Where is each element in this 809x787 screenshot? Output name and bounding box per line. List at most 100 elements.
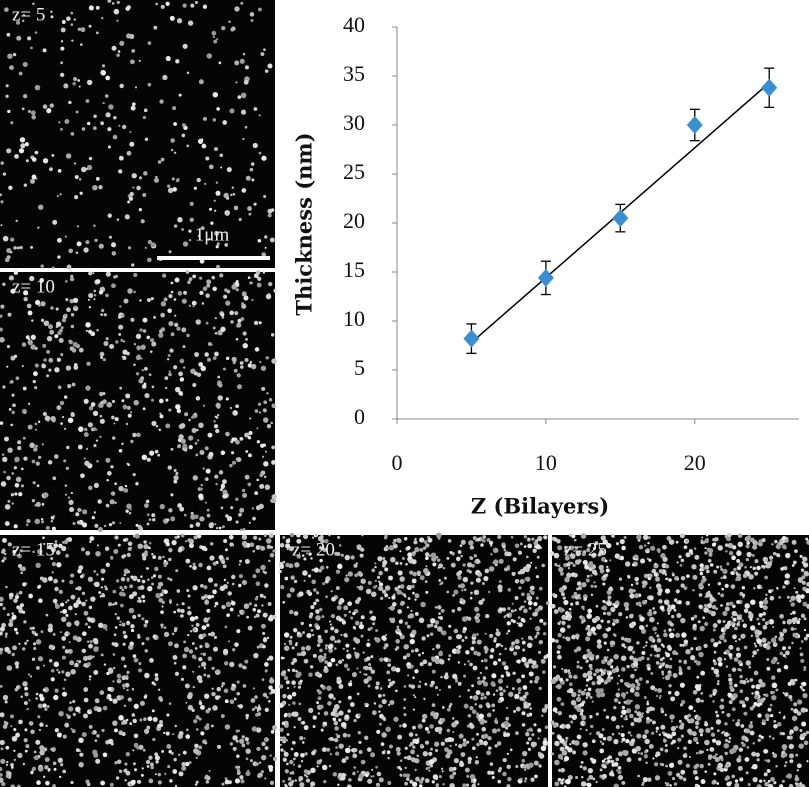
particle: [159, 99, 163, 103]
particle: [467, 562, 472, 567]
particle: [131, 263, 134, 266]
particle: [222, 120, 227, 125]
particle: [122, 720, 127, 725]
particle: [651, 732, 654, 735]
particle: [66, 622, 71, 627]
particle: [543, 655, 547, 659]
particle: [330, 753, 332, 755]
particle: [239, 564, 241, 566]
particle: [639, 605, 641, 607]
particle: [126, 510, 129, 513]
particle: [366, 643, 370, 647]
particle: [134, 734, 139, 739]
particle: [766, 667, 770, 671]
particle: [476, 633, 479, 636]
particle: [106, 672, 109, 675]
particle: [221, 783, 224, 786]
particle: [387, 663, 391, 667]
particle: [76, 660, 78, 662]
particle: [426, 544, 429, 547]
particle: [373, 586, 376, 589]
particle: [796, 620, 800, 624]
particle: [24, 183, 27, 186]
particle: [158, 575, 162, 579]
particle: [661, 664, 664, 667]
particle: [87, 122, 90, 125]
particle: [496, 628, 499, 631]
particle: [745, 697, 749, 701]
particle: [173, 655, 178, 660]
particle: [128, 697, 132, 701]
particle: [323, 656, 326, 659]
particle: [701, 779, 706, 784]
particle: [32, 767, 36, 771]
particle: [327, 662, 332, 667]
particle: [73, 602, 78, 607]
particle: [779, 712, 781, 714]
particle: [422, 714, 427, 719]
particle: [645, 645, 647, 647]
particle: [192, 565, 197, 570]
particle: [171, 540, 176, 545]
particle: [556, 565, 558, 567]
particle: [60, 73, 64, 77]
particle: [641, 651, 645, 655]
particle: [134, 658, 139, 663]
particle: [790, 679, 795, 684]
particle: [625, 561, 630, 566]
particle: [28, 311, 33, 316]
particle: [401, 601, 405, 605]
particle: [629, 614, 634, 619]
particle: [183, 640, 186, 643]
particle: [555, 711, 557, 713]
particle: [80, 43, 83, 46]
particle: [662, 731, 665, 734]
particle: [606, 716, 609, 719]
particle: [122, 488, 125, 491]
particle: [183, 241, 188, 246]
particle: [497, 584, 502, 589]
particle: [441, 718, 445, 722]
particle: [530, 586, 535, 591]
particle: [35, 697, 38, 700]
particle: [243, 684, 247, 688]
particle: [533, 723, 536, 726]
particle: [101, 309, 104, 312]
particle: [336, 569, 340, 573]
particle: [262, 632, 265, 635]
particle: [0, 304, 4, 308]
particle: [116, 54, 119, 57]
particle: [684, 660, 687, 663]
particle: [87, 662, 91, 666]
particle: [610, 665, 613, 668]
particle: [119, 84, 123, 88]
particle: [89, 541, 91, 543]
particle: [36, 666, 40, 670]
particle: [95, 759, 100, 764]
particle: [310, 605, 314, 609]
particle: [782, 585, 785, 588]
particle: [635, 679, 639, 683]
particle: [245, 126, 248, 129]
particle: [19, 72, 23, 76]
particle: [56, 307, 59, 310]
particle: [161, 327, 165, 331]
particle: [30, 47, 33, 50]
particle: [259, 321, 262, 324]
particle: [662, 545, 667, 550]
particle: [155, 760, 158, 763]
particle: [5, 504, 11, 510]
particle: [66, 153, 72, 159]
particle: [232, 735, 237, 740]
particle: [93, 126, 97, 130]
particle: [210, 632, 215, 637]
particle: [704, 565, 709, 570]
particle: [461, 540, 466, 545]
particle: [14, 628, 18, 632]
particle: [425, 741, 429, 745]
particle: [195, 319, 200, 324]
particle: [133, 273, 137, 277]
particle: [618, 675, 620, 677]
particle: [167, 358, 169, 360]
particle: [583, 722, 585, 724]
